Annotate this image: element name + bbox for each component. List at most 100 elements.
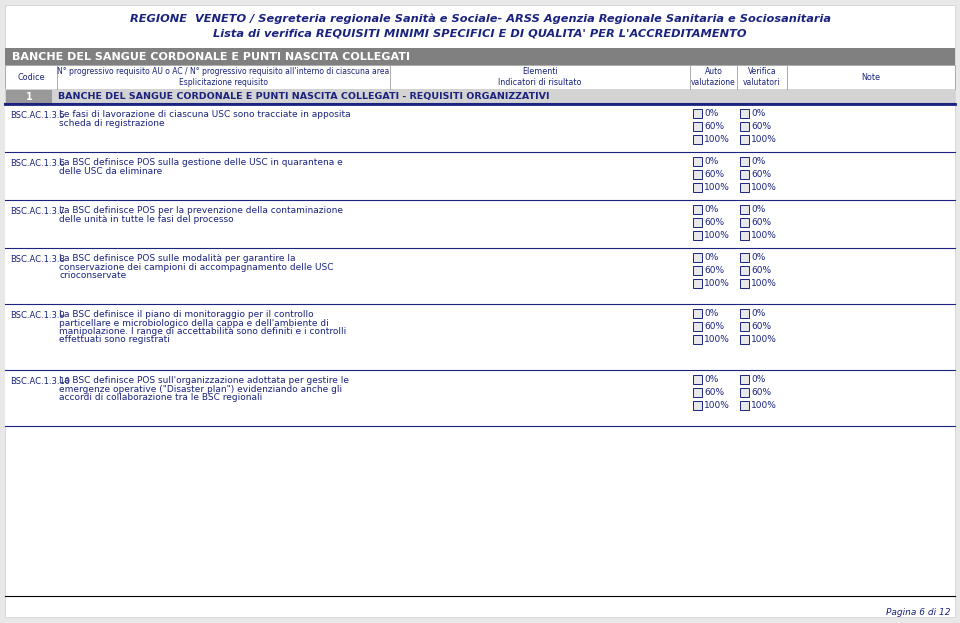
Text: La BSC definisce il piano di monitoraggio per il controllo: La BSC definisce il piano di monitoraggi… <box>59 310 314 319</box>
Text: Verifica
valutatori: Verifica valutatori <box>743 67 780 87</box>
Text: 0%: 0% <box>704 376 718 384</box>
Text: BSC.AC.1.3.6: BSC.AC.1.3.6 <box>10 159 65 168</box>
Bar <box>740 309 749 318</box>
Bar <box>693 231 702 240</box>
Bar <box>693 279 702 288</box>
Bar <box>740 157 749 166</box>
Text: Pagina 6 di 12: Pagina 6 di 12 <box>885 608 950 617</box>
Bar <box>693 335 702 344</box>
Text: BANCHE DEL SANGUE CORDONALE E PUNTI NASCITA COLLEGATI - REQUISITI ORGANIZZATIVI: BANCHE DEL SANGUE CORDONALE E PUNTI NASC… <box>58 92 549 101</box>
Bar <box>693 157 702 166</box>
Bar <box>693 388 702 397</box>
Text: Lista di verifica REQUISITI MINIMI SPECIFICI E DI QUALITA' PER L'ACCREDITAMENTO: Lista di verifica REQUISITI MINIMI SPECI… <box>213 28 747 38</box>
Bar <box>693 109 702 118</box>
Text: 100%: 100% <box>751 280 777 288</box>
Bar <box>740 218 749 227</box>
Bar <box>740 279 749 288</box>
Text: 100%: 100% <box>751 335 777 345</box>
Text: 60%: 60% <box>751 123 771 131</box>
Text: 60%: 60% <box>751 171 771 179</box>
Text: Codice: Codice <box>17 72 45 82</box>
Text: 60%: 60% <box>751 267 771 275</box>
Bar <box>740 183 749 192</box>
Bar <box>740 266 749 275</box>
Bar <box>693 183 702 192</box>
Bar <box>5 152 955 200</box>
Bar <box>5 370 955 426</box>
Bar <box>740 335 749 344</box>
Text: delle USC da eliminare: delle USC da eliminare <box>59 166 162 176</box>
Text: 60%: 60% <box>704 323 724 331</box>
Text: 100%: 100% <box>751 232 777 240</box>
Text: particellare e microbiologico della cappa e dell'ambiente di: particellare e microbiologico della capp… <box>59 318 328 328</box>
Text: La BSC definisce POS sulla gestione delle USC in quarantena e: La BSC definisce POS sulla gestione dell… <box>59 158 343 167</box>
Bar <box>693 135 702 144</box>
Bar <box>693 401 702 410</box>
Bar <box>5 65 955 89</box>
Bar <box>5 48 955 65</box>
Text: scheda di registrazione: scheda di registrazione <box>59 118 164 128</box>
Text: BSC.AC.1.3.8: BSC.AC.1.3.8 <box>10 255 65 264</box>
Bar <box>5 89 955 104</box>
Text: Auto
valutazione: Auto valutazione <box>691 67 736 87</box>
Text: 100%: 100% <box>751 401 777 411</box>
Text: 0%: 0% <box>751 376 765 384</box>
Text: 0%: 0% <box>751 158 765 166</box>
Bar <box>740 135 749 144</box>
Bar <box>693 322 702 331</box>
Text: 100%: 100% <box>704 401 730 411</box>
Text: accordi di collaborazione tra le BSC regionali: accordi di collaborazione tra le BSC reg… <box>59 393 262 402</box>
Text: 100%: 100% <box>751 135 777 145</box>
Bar <box>693 218 702 227</box>
Text: 1: 1 <box>26 92 33 102</box>
Text: 60%: 60% <box>704 267 724 275</box>
Text: 0%: 0% <box>751 254 765 262</box>
Text: Note: Note <box>861 72 880 82</box>
Text: La BSC definisce POS per la prevenzione della contaminazione: La BSC definisce POS per la prevenzione … <box>59 206 343 215</box>
Bar <box>693 170 702 179</box>
Text: emergenze operative ("Disaster plan") evidenziando anche gli: emergenze operative ("Disaster plan") ev… <box>59 384 342 394</box>
Bar <box>740 401 749 410</box>
Text: 0%: 0% <box>704 158 718 166</box>
Text: BSC.AC.1.3.7: BSC.AC.1.3.7 <box>10 207 65 216</box>
Text: 60%: 60% <box>704 123 724 131</box>
Text: 60%: 60% <box>704 389 724 397</box>
Text: 0%: 0% <box>751 110 765 118</box>
Bar <box>5 200 955 248</box>
Bar <box>740 205 749 214</box>
Text: 0%: 0% <box>751 206 765 214</box>
Text: Le fasi di lavorazione di ciascuna USC sono tracciate in apposita: Le fasi di lavorazione di ciascuna USC s… <box>59 110 350 119</box>
Text: BSC.AC.1.3.5: BSC.AC.1.3.5 <box>10 111 64 120</box>
Text: BSC.AC.1.3.10: BSC.AC.1.3.10 <box>10 377 70 386</box>
Text: 100%: 100% <box>751 183 777 193</box>
Bar <box>740 122 749 131</box>
Bar <box>693 122 702 131</box>
Text: conservazione dei campioni di accompagnamento delle USC: conservazione dei campioni di accompagna… <box>59 262 333 272</box>
Text: 100%: 100% <box>704 232 730 240</box>
Text: 60%: 60% <box>704 171 724 179</box>
Bar <box>740 170 749 179</box>
Text: 0%: 0% <box>704 206 718 214</box>
Text: effettuati sono registrati: effettuati sono registrati <box>59 336 170 345</box>
Bar <box>740 231 749 240</box>
Bar <box>6 90 52 103</box>
Bar <box>740 253 749 262</box>
Bar <box>5 248 955 304</box>
Text: N° progressivo requisito AU o AC / N° progressivo requisito all'interno di ciasc: N° progressivo requisito AU o AC / N° pr… <box>58 67 390 87</box>
Bar <box>693 253 702 262</box>
Text: REGIONE  VENETO / Segreteria regionale Sanità e Sociale- ARSS Agenzia Regionale : REGIONE VENETO / Segreteria regionale Sa… <box>130 14 830 24</box>
Text: 60%: 60% <box>751 323 771 331</box>
Text: 0%: 0% <box>704 310 718 318</box>
Bar <box>693 205 702 214</box>
Text: BSC.AC.1.3.9: BSC.AC.1.3.9 <box>10 311 64 320</box>
Bar <box>693 309 702 318</box>
Text: 0%: 0% <box>751 310 765 318</box>
Text: manipolazione. I range di accettabilità sono definiti e i controlli: manipolazione. I range di accettabilità … <box>59 327 347 336</box>
Text: BANCHE DEL SANGUE CORDONALE E PUNTI NASCITA COLLEGATI: BANCHE DEL SANGUE CORDONALE E PUNTI NASC… <box>12 52 410 62</box>
Text: 100%: 100% <box>704 183 730 193</box>
Text: crioconservate: crioconservate <box>59 271 127 280</box>
Text: 60%: 60% <box>751 389 771 397</box>
Bar <box>740 109 749 118</box>
Text: 60%: 60% <box>751 219 771 227</box>
Text: delle unità in tutte le fasi del processo: delle unità in tutte le fasi del process… <box>59 214 233 224</box>
